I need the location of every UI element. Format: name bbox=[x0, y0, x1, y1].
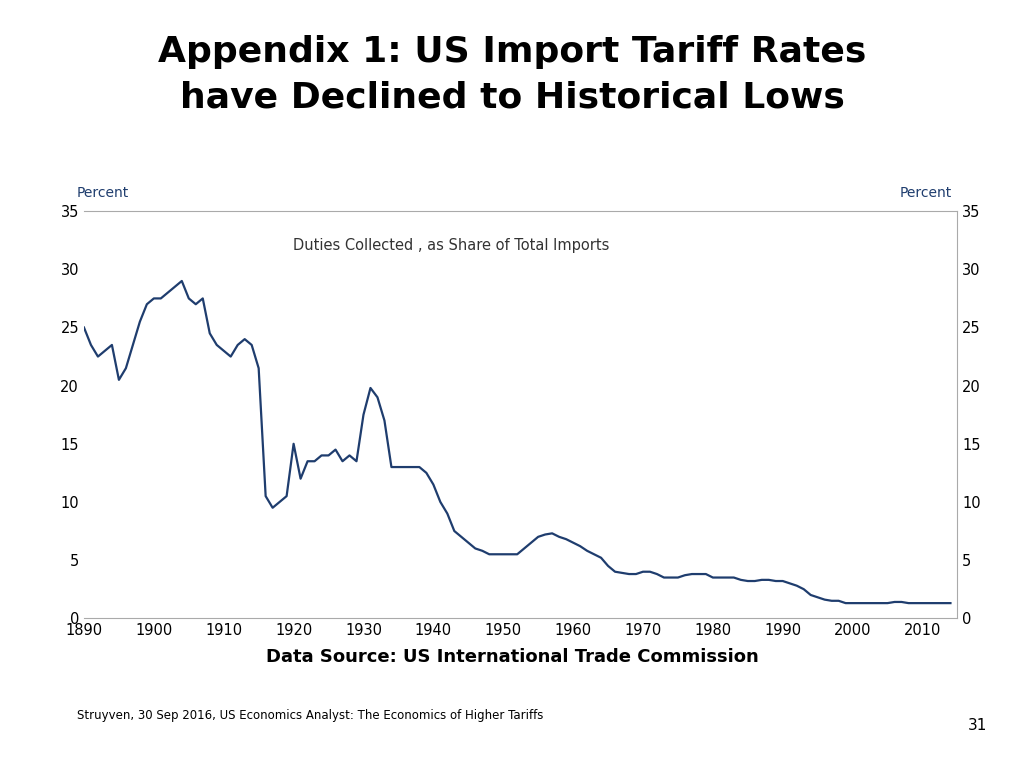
Text: Percent: Percent bbox=[900, 186, 952, 200]
Text: Struyven, 30 Sep 2016, US Economics Analyst: The Economics of Higher Tariffs: Struyven, 30 Sep 2016, US Economics Anal… bbox=[77, 710, 543, 722]
Text: Economics: Economics bbox=[736, 712, 784, 721]
Text: 31: 31 bbox=[969, 718, 987, 733]
Text: Goldman
Sachs: Goldman Sachs bbox=[653, 708, 712, 737]
Text: Duties Collected , as Share of Total Imports: Duties Collected , as Share of Total Imp… bbox=[293, 237, 609, 253]
Text: Research: Research bbox=[740, 727, 781, 737]
Text: Appendix 1: US Import Tariff Rates: Appendix 1: US Import Tariff Rates bbox=[158, 35, 866, 68]
Text: Percent: Percent bbox=[77, 186, 129, 200]
Text: have Declined to Historical Lows: have Declined to Historical Lows bbox=[179, 81, 845, 114]
Text: Data Source: US International Trade Commission: Data Source: US International Trade Comm… bbox=[265, 647, 759, 666]
